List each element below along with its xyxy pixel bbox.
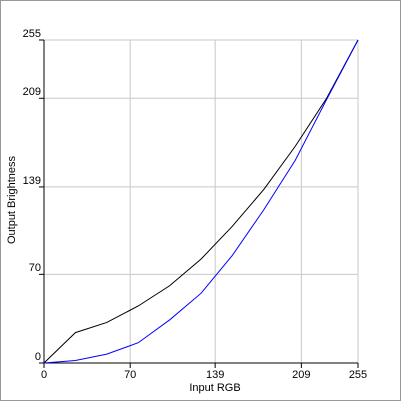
x-tick-label: 139 <box>206 369 224 381</box>
y-tick-label: 70 <box>29 262 41 274</box>
y-tick-label: 139 <box>23 175 41 187</box>
x-tick-label: 70 <box>124 369 136 381</box>
y-axis-label: Output Brightness <box>6 155 18 244</box>
x-tick-label: 0 <box>41 369 47 381</box>
line <box>43 39 359 364</box>
y-tick-label: 255 <box>23 28 41 40</box>
line <box>43 39 359 364</box>
y-tick-label: 0 <box>35 351 41 363</box>
x-axis-label: Input RGB <box>189 382 240 394</box>
y-tick-label: 209 <box>23 86 41 98</box>
x-tick-label: 255 <box>349 369 367 381</box>
x-tick-label: 209 <box>292 369 310 381</box>
